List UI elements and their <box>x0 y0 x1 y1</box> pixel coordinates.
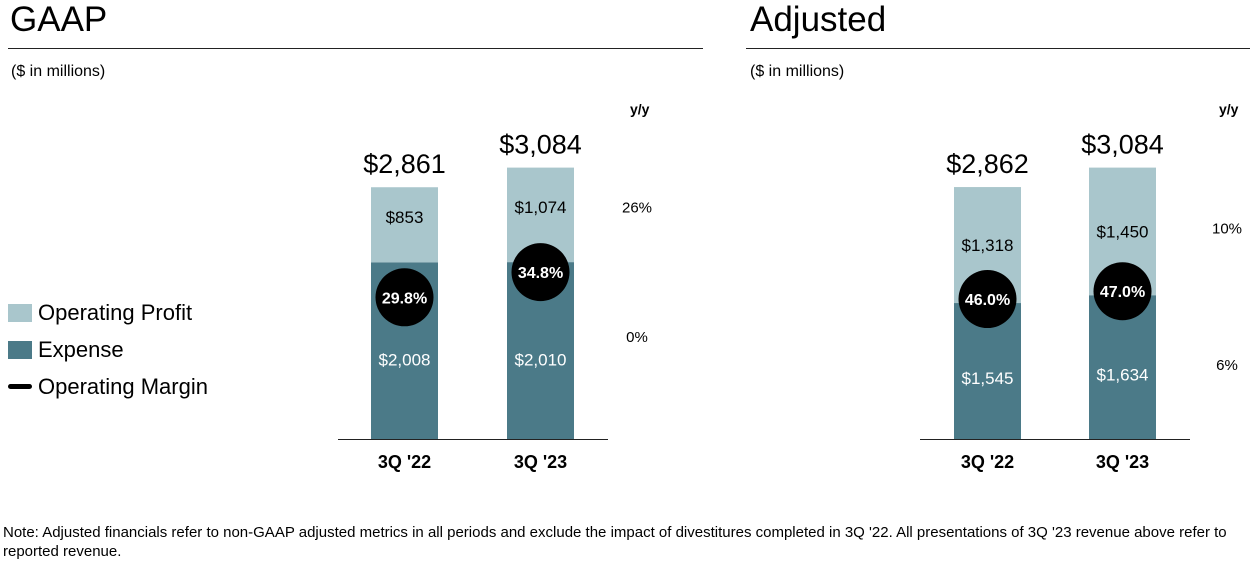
gaap-3q23-margin-circle <box>511 243 570 302</box>
adjusted-3q23-category-label: 3Q '23 <box>1096 452 1149 472</box>
gaap-yy-expense: 0% <box>626 329 648 346</box>
legend-swatch-operating-margin <box>8 384 32 389</box>
gaap-units-label: ($ in millions) <box>11 63 106 80</box>
gaap-3q22-margin-label: 29.8% <box>382 290 427 307</box>
gaap-3q23-profit-label: $1,074 <box>515 198 567 217</box>
gaap-3q23-category-label: 3Q '23 <box>514 452 567 472</box>
legend-label-operating-profit: Operating Profit <box>38 299 193 325</box>
adjusted-yy-expense: 6% <box>1216 357 1238 374</box>
legend-item-operating-margin: Operating Margin <box>8 368 208 405</box>
gaap-title: GAAP <box>10 0 108 39</box>
gaap-3q22-expense-label: $2,008 <box>379 350 431 369</box>
adjusted-3q23-total-label: $3,084 <box>1081 130 1164 160</box>
adjusted-3q22-category-label: 3Q '22 <box>961 452 1014 472</box>
gaap-3q22-total-label: $2,861 <box>363 149 446 179</box>
adjusted-units-label: ($ in millions) <box>750 63 845 80</box>
adjusted-3q22-margin-label: 46.0% <box>965 292 1010 309</box>
charts-svg: $853 $2,008 29.8% $2,861 3Q '22 $1,074 $2,010 3… <box>338 130 1242 472</box>
adjusted-3q23-profit-label: $1,450 <box>1097 222 1149 241</box>
gaap-3q22-profit-bar <box>371 187 438 263</box>
gaap-3q23-total-label: $3,084 <box>499 130 582 160</box>
gaap-title-rule <box>8 48 703 49</box>
adjusted-3q23-margin-circle <box>1093 262 1152 321</box>
adjusted-yy-header: y/y <box>1219 101 1239 117</box>
adjusted-3q23-expense-label: $1,634 <box>1097 365 1149 384</box>
legend-swatch-expense <box>8 340 32 359</box>
legend-label-operating-margin: Operating Margin <box>38 373 208 399</box>
gaap-3q22-margin-circle <box>375 268 434 327</box>
footnote: Note: Adjusted financials refer to non-G… <box>3 524 1227 560</box>
gaap-3q22-profit-label: $853 <box>386 208 424 227</box>
legend-swatch-operating-profit <box>8 303 32 322</box>
gaap-3q23-margin-label: 34.8% <box>518 265 563 282</box>
adjusted-3q22-profit-label: $1,318 <box>962 236 1014 255</box>
legend-label-expense: Expense <box>38 336 124 362</box>
gaap-3q23-expense-label: $2,010 <box>515 350 567 369</box>
chart-legend: Operating Profit Expense Operating Margi… <box>8 294 208 405</box>
legend-item-operating-profit: Operating Profit <box>8 294 208 331</box>
adjusted-title: Adjusted <box>750 0 887 39</box>
adjusted-yy-operating-profit: 10% <box>1212 221 1242 238</box>
adjusted-3q22-margin-circle <box>958 270 1017 329</box>
gaap-yy-operating-profit: 26% <box>622 200 652 217</box>
adjusted-3q23-margin-label: 47.0% <box>1100 284 1145 301</box>
adjusted-3q22-expense-label: $1,545 <box>962 369 1014 388</box>
adjusted-title-rule <box>746 48 1250 49</box>
adjusted-3q22-total-label: $2,862 <box>946 149 1029 179</box>
legend-item-expense: Expense <box>8 331 208 368</box>
gaap-yy-header: y/y <box>630 101 650 117</box>
gaap-3q22-category-label: 3Q '22 <box>378 452 431 472</box>
